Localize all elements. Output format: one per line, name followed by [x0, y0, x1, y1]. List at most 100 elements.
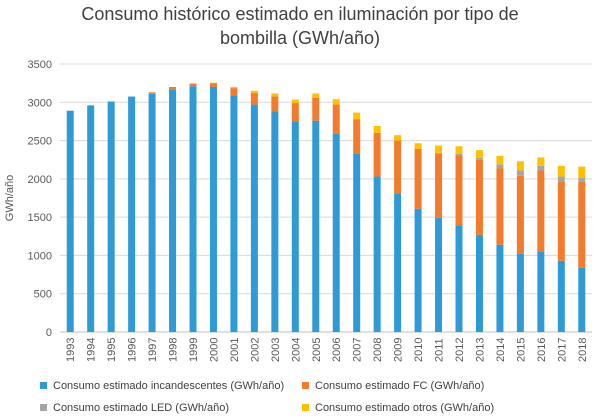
legend-item-led: Consumo estimado LED (GWh/año) — [40, 400, 229, 416]
bar-2017-series-0 — [557, 260, 565, 332]
bar-1997-series-1 — [148, 92, 156, 94]
bar-2009-series-1 — [394, 140, 402, 194]
bar-2008-series-1 — [373, 132, 381, 177]
bar-2017-series-2 — [557, 176, 565, 182]
bar-2005-series-0 — [312, 120, 320, 332]
bar-2000-series-0 — [209, 86, 217, 332]
x-tick-label-2005: 2005 — [311, 338, 323, 362]
legend-swatch-incandescentes — [40, 381, 47, 389]
bar-2016-series-3 — [537, 157, 545, 166]
bar-2002-series-1 — [250, 93, 258, 105]
bar-1998-series-1 — [169, 86, 177, 90]
x-tick-label-2000: 2000 — [208, 338, 220, 362]
bar-2007-series-0 — [353, 153, 361, 332]
bar-2010-series-3 — [414, 143, 422, 149]
bar-2007-series-1 — [353, 119, 361, 154]
bar-2017-series-3 — [557, 165, 565, 177]
x-tick-labels: 1993 1994 1995 1996 1997 1998 1999 2000 2001 2002… — [65, 338, 589, 362]
bar-2010-series-1 — [414, 148, 422, 209]
x-tick-label-2001: 2001 — [229, 338, 241, 362]
bars — [66, 82, 586, 333]
x-tick-label-2008: 2008 — [372, 338, 384, 362]
y-axis-label: GWh/año — [4, 175, 16, 221]
bar-2005-series-3 — [312, 93, 320, 98]
bar-2010-series-0 — [414, 208, 422, 332]
bar-2001-series-3 — [230, 86, 238, 89]
x-tick-label-2002: 2002 — [249, 338, 261, 362]
y-tick-label-2000: 2000 — [28, 174, 52, 186]
bar-2015-series-2 — [516, 170, 524, 176]
bar-2002-series-0 — [250, 104, 258, 332]
bar-2009-series-3 — [394, 135, 402, 141]
x-tick-label-2007: 2007 — [352, 338, 364, 362]
legend-item-otros: Consumo estimado otros (GWh/año) — [302, 400, 494, 416]
x-tick-label-2015: 2015 — [515, 338, 527, 362]
bar-1997-series-0 — [148, 93, 156, 332]
bar-2000-series-1 — [209, 83, 217, 87]
legend-swatch-led — [40, 403, 47, 411]
bar-2001-series-0 — [230, 95, 238, 332]
x-tick-label-2018: 2018 — [577, 338, 589, 362]
x-tick-label-2010: 2010 — [413, 338, 425, 362]
bar-1999-series-1 — [189, 83, 197, 87]
x-tick-label-2003: 2003 — [270, 338, 282, 362]
x-tick-label-1998: 1998 — [168, 338, 180, 362]
bar-2009-series-0 — [394, 193, 402, 332]
bar-2012-series-1 — [455, 155, 463, 226]
y-tick-labels: 0 500 1000 1500 2000 2500 3000 3500 — [28, 59, 52, 339]
bar-2003-series-1 — [271, 96, 279, 112]
bar-2006-series-1 — [332, 104, 340, 134]
legend: Consumo estimado incandescentes (GWh/año… — [40, 378, 596, 418]
chart-title-line-2: bombilla (GWh/año) — [219, 28, 381, 48]
bar-1998-series-0 — [169, 89, 177, 332]
chart-title-line-1: Consumo histórico estimado en iluminació… — [81, 4, 519, 24]
bar-2015-series-0 — [516, 253, 524, 332]
x-tick-label-2017: 2017 — [556, 338, 568, 362]
bar-2001-series-1 — [230, 88, 238, 96]
x-tick-label-1995: 1995 — [106, 338, 118, 362]
bar-2016-series-0 — [537, 251, 545, 332]
legend-swatch-otros — [302, 403, 309, 411]
x-tick-label-2009: 2009 — [393, 338, 405, 362]
legend-label-incandescentes: Consumo estimado incandescentes (GWh/año… — [53, 380, 285, 392]
legend-label-otros: Consumo estimado otros (GWh/año) — [315, 402, 495, 414]
y-tick-label-2500: 2500 — [28, 136, 52, 148]
bar-2004-series-1 — [291, 103, 299, 122]
bar-2014-series-2 — [496, 164, 504, 169]
bar-2008-series-0 — [373, 176, 381, 332]
bar-2004-series-0 — [291, 121, 299, 332]
bar-2016-series-1 — [537, 170, 545, 252]
y-tick-label-1000: 1000 — [28, 250, 52, 262]
x-tick-label-2011: 2011 — [434, 338, 446, 362]
legend-item-fc: Consumo estimado FC (GWh/año) — [302, 378, 484, 394]
bar-2007-series-3 — [353, 112, 361, 120]
y-tick-label-3000: 3000 — [28, 97, 52, 109]
bar-2014-series-1 — [496, 168, 504, 245]
y-tick-label-3500: 3500 — [28, 59, 52, 71]
x-tick-label-2006: 2006 — [331, 338, 343, 362]
bar-2013-series-1 — [475, 159, 483, 235]
bar-2018-series-2 — [578, 178, 586, 182]
x-tick-label-1993: 1993 — [65, 338, 77, 362]
legend-swatch-fc — [302, 381, 309, 389]
x-tick-label-1996: 1996 — [127, 338, 139, 362]
bar-2014-series-3 — [496, 155, 504, 165]
bar-1994-series-0 — [87, 105, 95, 332]
bar-2011-series-3 — [435, 145, 443, 153]
bar-2012-series-2 — [455, 153, 463, 156]
legend-label-led: Consumo estimado LED (GWh/año) — [53, 402, 230, 414]
bar-2013-series-2 — [475, 157, 483, 160]
bar-2006-series-3 — [332, 99, 340, 105]
bar-2008-series-3 — [373, 126, 381, 133]
bar-2015-series-1 — [516, 175, 524, 254]
bar-2016-series-2 — [537, 165, 545, 171]
legend-item-incandescentes: Consumo estimado incandescentes (GWh/año… — [40, 378, 284, 394]
y-tick-label-500: 500 — [34, 289, 52, 301]
x-tick-label-2013: 2013 — [474, 338, 486, 362]
x-tick-label-2012: 2012 — [454, 338, 466, 362]
bar-2003-series-3 — [271, 93, 279, 97]
x-tick-label-1997: 1997 — [147, 338, 159, 362]
bar-2013-series-0 — [475, 234, 483, 332]
